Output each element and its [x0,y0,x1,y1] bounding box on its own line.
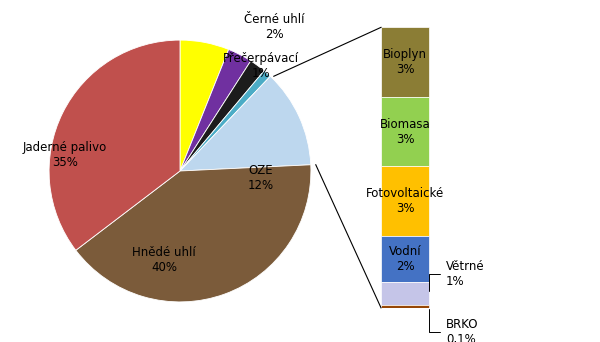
Text: OZE
12%: OZE 12% [248,163,274,192]
Bar [381,236,429,282]
Text: Větrné
1%: Větrné 1% [429,260,484,291]
Wedge shape [180,50,251,171]
Text: Jaderné palivo
35%: Jaderné palivo 35% [23,141,107,169]
Bar [381,97,429,167]
Wedge shape [76,165,311,302]
Text: Fotovoltaické
3%: Fotovoltaické 3% [366,187,444,215]
Wedge shape [180,61,264,171]
Text: Černé uhlí
2%: Černé uhlí 2% [244,13,305,41]
Wedge shape [180,40,229,171]
Text: Bioplyn
3%: Bioplyn 3% [383,48,427,76]
Bar [381,27,429,97]
Wedge shape [49,40,180,250]
Bar [381,167,429,236]
Text: Vodní
2%: Vodní 2% [389,245,421,273]
Text: Přečerpávací
1%: Přečerpávací 1% [223,52,299,80]
Bar [381,282,429,305]
Bar [381,305,429,308]
Wedge shape [180,76,311,171]
Text: Biomasa
3%: Biomasa 3% [380,118,430,146]
Text: Hnědé uhlí
40%: Hnědé uhlí 40% [133,246,196,274]
Text: BRKO
0,1%: BRKO 0,1% [429,310,478,342]
Wedge shape [180,71,271,171]
